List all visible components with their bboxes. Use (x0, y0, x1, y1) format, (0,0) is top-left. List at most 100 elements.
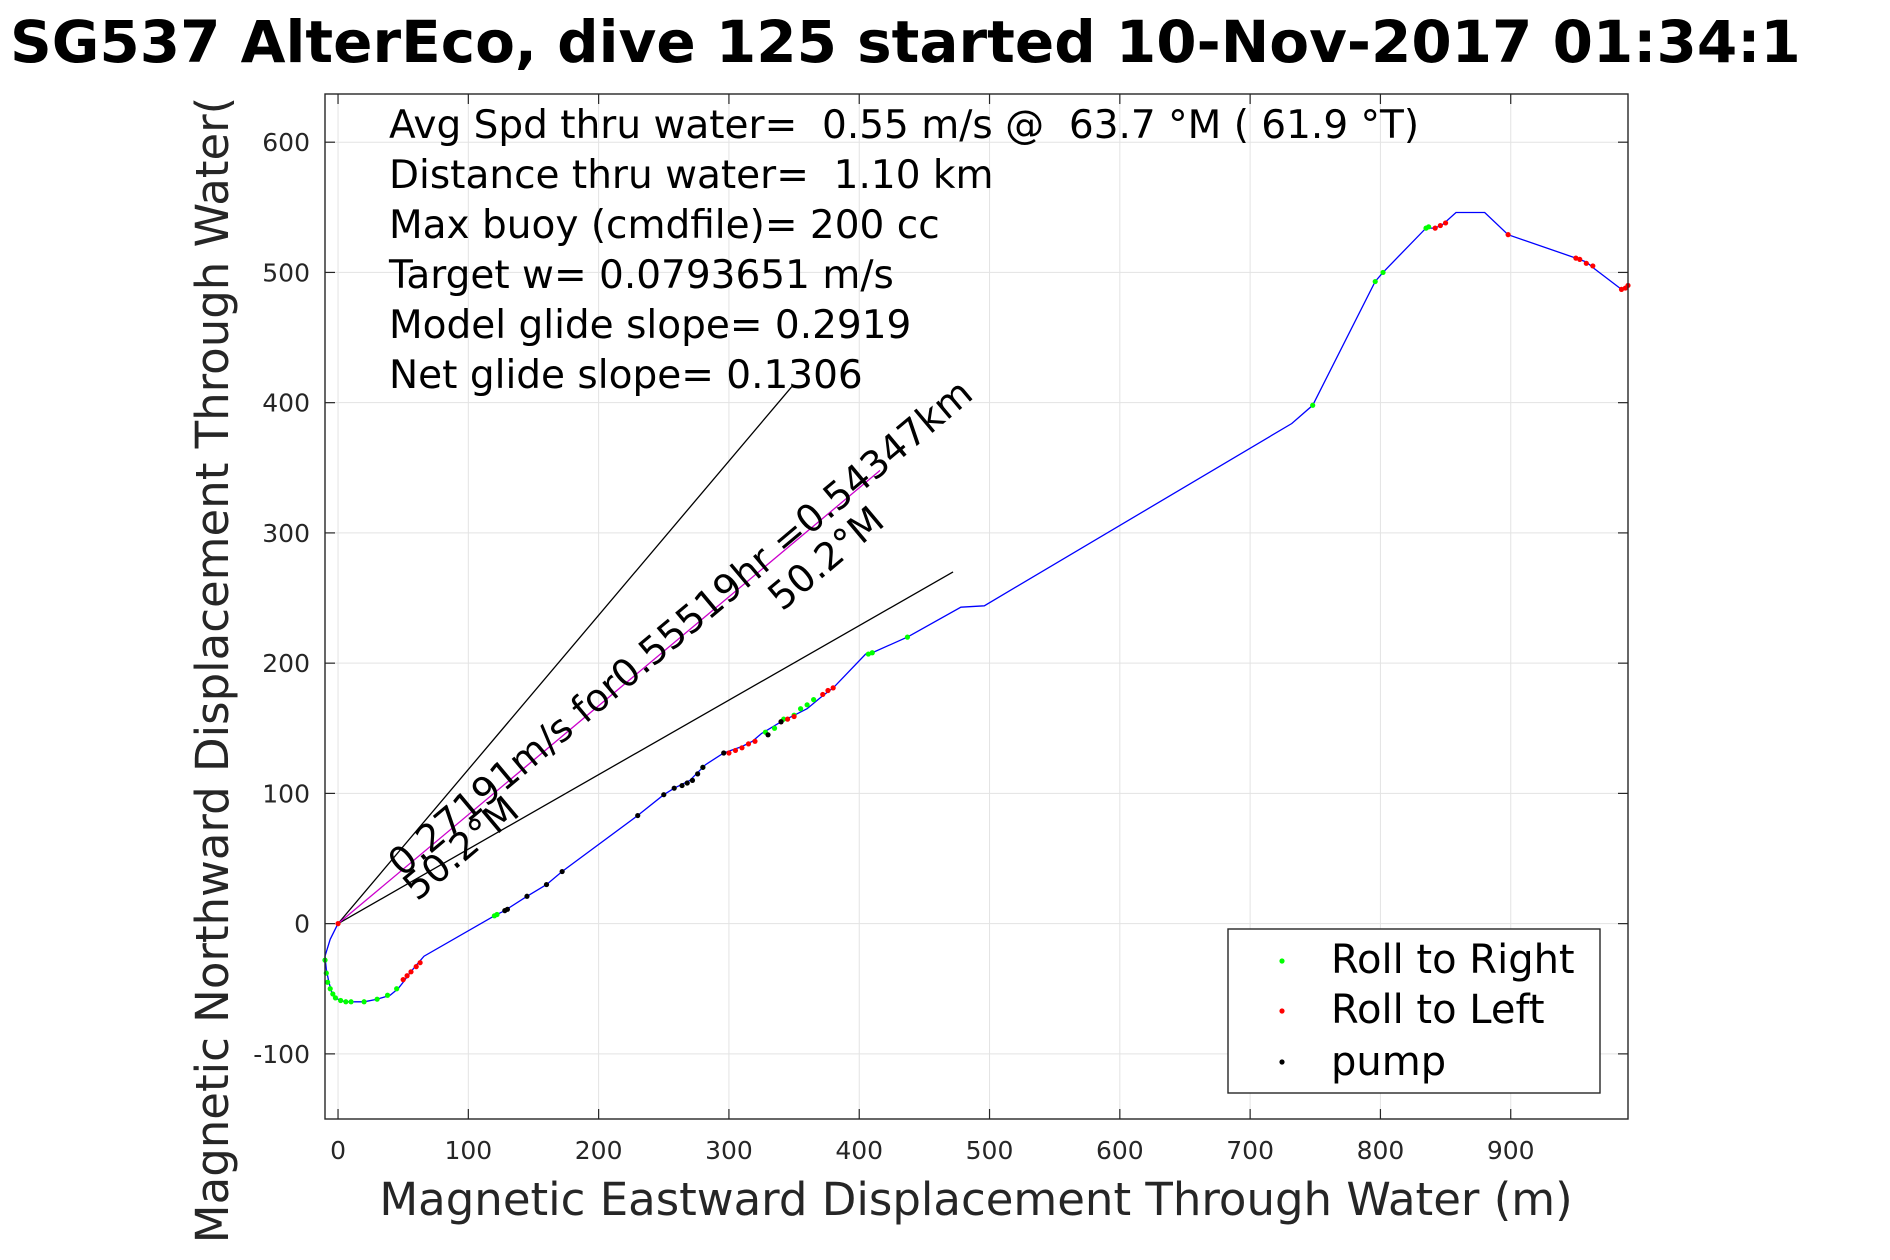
data-point (732, 747, 739, 754)
y-tick-label: 100 (262, 779, 310, 808)
x-axis: 0 100 200 300 400 500 600 700 800 900 (330, 94, 1535, 1165)
data-point (830, 685, 836, 691)
y-axis-label: Magnetic Northward Displacement Through … (186, 97, 239, 1243)
data-point (1573, 255, 1579, 261)
data-point (348, 999, 354, 1005)
data-point (332, 995, 339, 1001)
data-point (765, 732, 771, 738)
data-point (684, 780, 690, 786)
data-point (700, 764, 706, 770)
chart-title: SG537 AlterEco, dive 125 started 10-Nov-… (10, 8, 1801, 76)
y-tick-label: 600 (262, 128, 310, 157)
data-point (671, 785, 677, 791)
y-tick-label: 400 (262, 389, 310, 418)
x-tick-label: 400 (835, 1136, 883, 1165)
data-point (1618, 286, 1625, 292)
legend: Roll to Right Roll to Left pump (1227, 928, 1601, 1094)
data-point (327, 986, 333, 992)
data-point (1590, 263, 1596, 269)
heading-lines (337, 386, 954, 925)
data-point (330, 991, 336, 997)
data-points (322, 220, 1631, 1005)
x-tick-label: 800 (1357, 1136, 1405, 1165)
legend-label-roll-left: Roll to Left (1331, 987, 1545, 1033)
legend-marker-roll-left (1279, 1008, 1285, 1014)
x-tick-label: 0 (330, 1136, 346, 1165)
data-point (404, 973, 410, 979)
x-tick-label: 300 (705, 1136, 753, 1165)
plot-frame (324, 93, 1629, 1120)
data-point (784, 716, 791, 722)
data-point (524, 893, 530, 899)
data-point (804, 702, 810, 708)
annotation-block: Avg Spd thru water= 0.55 m/s @ 63.7 °M (… (388, 103, 1419, 398)
series-roll-to-left (335, 220, 1631, 983)
data-point (695, 771, 701, 777)
data-point (559, 868, 565, 875)
data-point (689, 777, 696, 783)
y-axis: -100 0 100 200 300 400 500 600 (253, 128, 1628, 1069)
data-point (1310, 402, 1316, 408)
x-tick-label: 500 (966, 1136, 1014, 1165)
data-point (661, 792, 667, 798)
data-point (635, 812, 641, 819)
y-tick-label: 500 (262, 258, 310, 287)
heading-line (337, 571, 954, 925)
data-point (417, 960, 423, 966)
data-point (797, 706, 804, 712)
data-point (374, 996, 380, 1002)
x-axis-label: Magnetic Eastward Displacement Through W… (379, 1173, 1572, 1226)
annotation-distance: Distance thru water= 1.10 km (389, 153, 993, 198)
data-point (1505, 232, 1511, 238)
data-point (771, 725, 778, 731)
data-point (343, 999, 349, 1005)
data-point (413, 964, 419, 970)
y-tick-label: 0 (294, 910, 310, 939)
data-point (869, 650, 875, 656)
x-tick-label: 600 (1096, 1136, 1144, 1165)
data-point (904, 634, 911, 640)
annotation-max-buoy: Max buoy (cmdfile)= 200 cc (389, 203, 940, 248)
legend-marker-pump (1279, 1059, 1285, 1065)
data-point (778, 719, 784, 725)
legend-label-roll-right: Roll to Right (1331, 937, 1575, 983)
y-tick-label: -100 (253, 1040, 310, 1069)
annotation-model-glide: Model glide slope= 0.2919 (389, 303, 911, 348)
series-pump (502, 719, 784, 914)
data-point (679, 782, 685, 789)
legend-marker-roll-right (1279, 958, 1285, 964)
data-point (820, 691, 826, 698)
data-point (1380, 269, 1386, 276)
data-point (504, 906, 511, 912)
data-point (1583, 260, 1589, 266)
heading-line (337, 386, 792, 925)
data-point (1426, 224, 1432, 230)
current-vector (337, 469, 881, 925)
x-tick-label: 100 (444, 1136, 492, 1165)
data-point (408, 969, 414, 975)
data-point (721, 750, 727, 756)
data-point (1432, 225, 1438, 231)
data-point (811, 697, 817, 703)
annotation-target-w: Target w= 0.0793651 m/s (388, 253, 894, 298)
legend-box (1227, 928, 1601, 1094)
data-point (394, 986, 400, 992)
data-point (1577, 256, 1583, 263)
data-point (338, 997, 344, 1004)
annotation-net-glide: Net glide slope= 0.1306 (389, 353, 863, 398)
data-point (745, 741, 752, 747)
data-point (335, 921, 341, 927)
data-point (726, 750, 732, 756)
x-tick-label: 200 (575, 1136, 623, 1165)
data-point (739, 745, 745, 751)
plot-area (322, 93, 1631, 1120)
legend-label-pump: pump (1331, 1039, 1446, 1085)
x-tick-label: 900 (1487, 1136, 1535, 1165)
data-point (825, 687, 831, 694)
y-tick-label: 300 (262, 519, 310, 548)
data-point (361, 999, 367, 1005)
y-tick-label: 200 (262, 649, 310, 678)
data-point (865, 651, 871, 657)
data-point (752, 738, 758, 744)
